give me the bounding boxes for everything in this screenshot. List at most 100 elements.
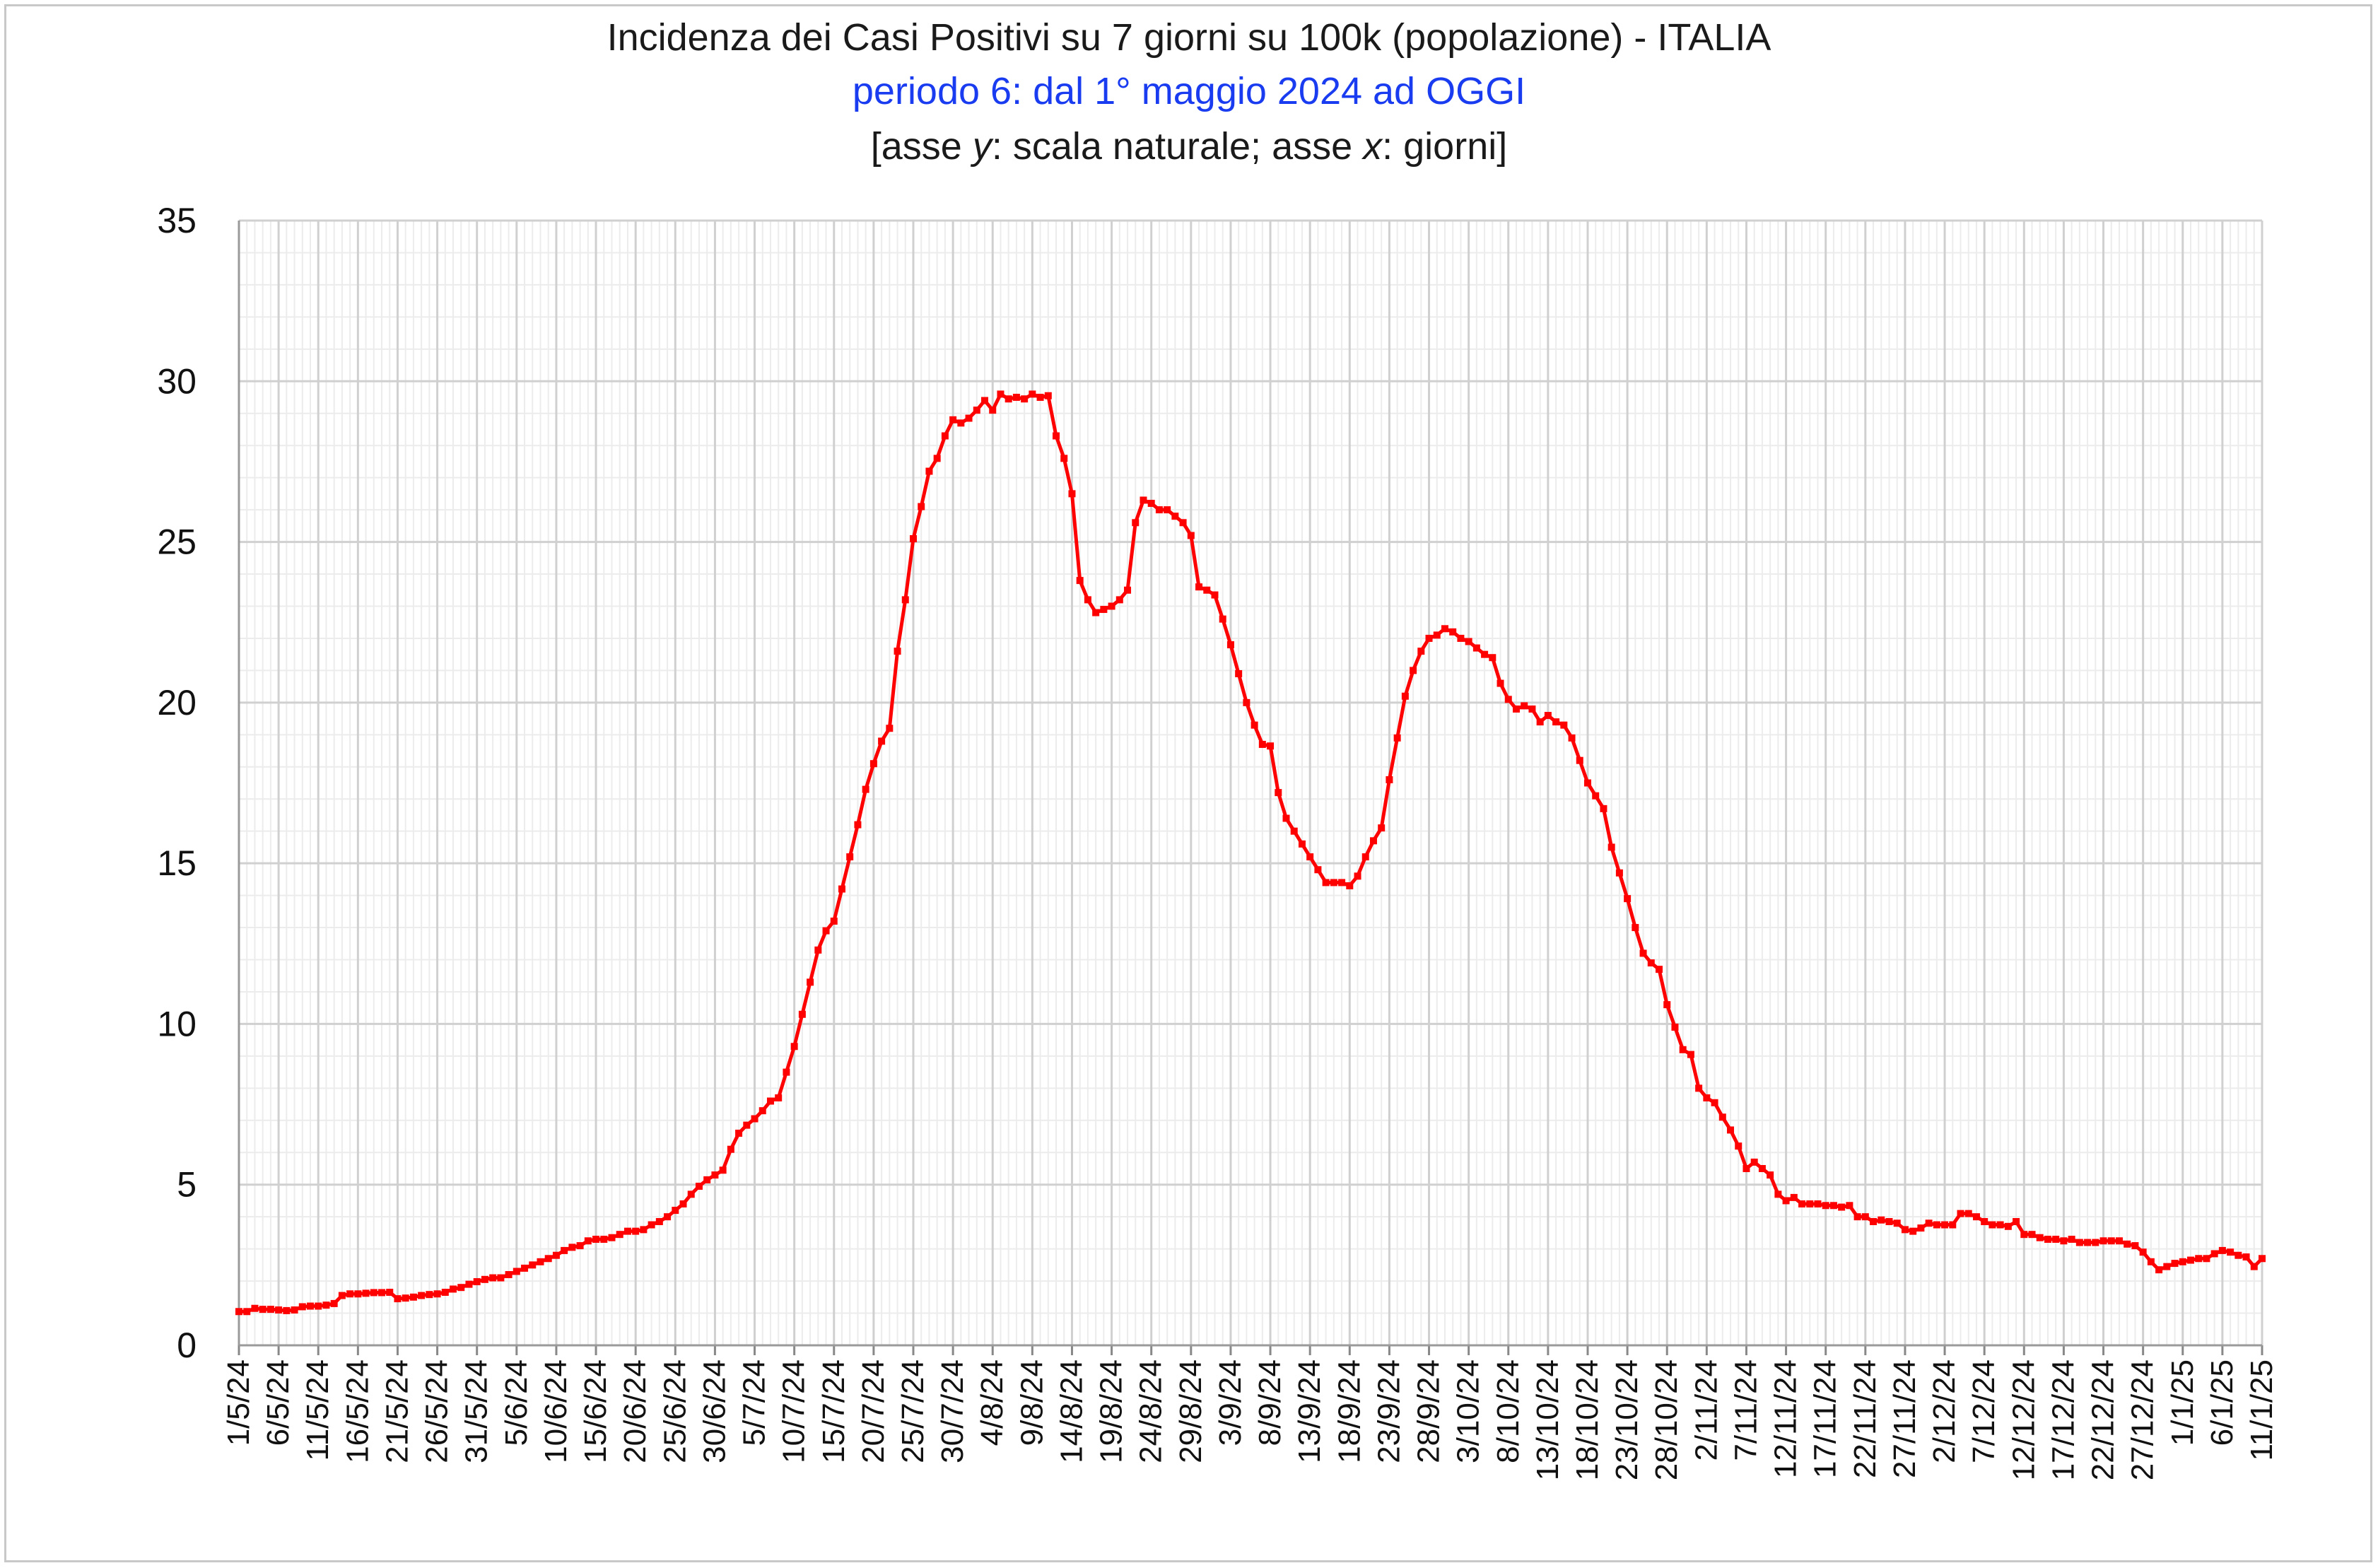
data-point (1758, 1164, 1766, 1172)
data-point (338, 1292, 346, 1299)
data-point (2020, 1231, 2028, 1239)
data-point (2028, 1231, 2036, 1239)
data-point (1235, 669, 1243, 677)
x-tick-label: 7/12/24 (1967, 1359, 2001, 1463)
data-point (1727, 1126, 1735, 1134)
data-point (394, 1295, 402, 1303)
major-gridlines (238, 219, 2263, 1347)
data-point (354, 1290, 362, 1298)
data-point (1298, 840, 1306, 848)
data-point (1132, 519, 1140, 527)
x-tick-label: 11/5/24 (300, 1359, 335, 1461)
data-point (623, 1227, 631, 1235)
data-point (1496, 679, 1504, 687)
data-point (544, 1255, 552, 1263)
data-point (758, 1107, 766, 1115)
data-point (330, 1299, 338, 1307)
x-tick-label: 12/11/24 (1769, 1359, 1803, 1478)
data-point (1306, 853, 1314, 861)
data-point (2068, 1235, 2075, 1243)
data-point (1012, 394, 1020, 402)
y-tick-label: 10 (157, 1004, 197, 1043)
data-point (1878, 1216, 1885, 1224)
x-tick-label: 23/10/24 (1610, 1359, 1644, 1480)
data-point (854, 821, 862, 829)
axis-note: [asse y: scala naturale; asse x: giorni] (0, 124, 2378, 168)
data-point (1632, 924, 1639, 932)
data-point (1584, 779, 1591, 787)
data-point (259, 1306, 266, 1314)
data-point (1838, 1203, 1846, 1211)
data-point (1703, 1094, 1711, 1101)
data-point (2060, 1237, 2068, 1245)
data-point (1521, 702, 1528, 710)
data-point (719, 1166, 727, 1174)
data-point (1489, 654, 1496, 662)
data-point (1607, 843, 1615, 851)
x-tick-label: 22/12/24 (2086, 1359, 2121, 1480)
data-point (552, 1251, 560, 1259)
data-point (1195, 583, 1203, 591)
data-point (1909, 1227, 1917, 1235)
data-point (2052, 1235, 2060, 1243)
x-tick-label: 18/10/24 (1570, 1359, 1605, 1480)
data-point (1853, 1213, 1861, 1221)
data-point (1996, 1221, 2004, 1229)
data-point (2186, 1256, 2194, 1264)
x-tick-label: 4/8/24 (975, 1359, 1009, 1446)
x-tick-label: 20/7/24 (856, 1359, 891, 1463)
data-point (1164, 506, 1171, 514)
data-point (1140, 496, 1147, 504)
data-point (1814, 1200, 1822, 1207)
data-point (1369, 837, 1377, 845)
data-point (251, 1304, 259, 1312)
data-point (1029, 390, 1036, 398)
data-point (1393, 734, 1401, 742)
data-point (1981, 1217, 1988, 1225)
data-point (283, 1306, 291, 1314)
data-point (783, 1068, 790, 1076)
y-tick-label: 20 (157, 683, 197, 722)
x-tick-label: 17/12/24 (2046, 1359, 2080, 1480)
data-point (1846, 1202, 1853, 1210)
data-point (291, 1306, 298, 1314)
data-point (1314, 866, 1322, 874)
data-point (1592, 792, 1600, 800)
data-point (592, 1235, 600, 1243)
data-point (1964, 1210, 1972, 1217)
series-polyline (239, 392, 2263, 1314)
x-tick-label: 7/11/24 (1728, 1359, 1763, 1461)
data-point (790, 1043, 798, 1051)
data-point (1972, 1213, 1980, 1221)
data-point (346, 1290, 354, 1298)
chart-title: Incidenza dei Casi Positivi su 7 giorni … (607, 16, 1771, 59)
data-point (1108, 602, 1115, 610)
data-point (307, 1302, 315, 1310)
data-point (362, 1289, 370, 1297)
x-tick-label: 8/9/24 (1253, 1359, 1287, 1446)
y-tick-label: 30 (157, 361, 197, 401)
data-point (1401, 692, 1409, 700)
data-point (1576, 756, 1583, 764)
data-point (941, 432, 949, 440)
data-point (822, 927, 830, 935)
data-point (703, 1176, 711, 1183)
x-tick-label: 15/7/24 (816, 1359, 851, 1463)
data-point (965, 414, 973, 422)
data-point (322, 1301, 330, 1309)
data-point (1624, 895, 1632, 903)
x-tick-label: 28/10/24 (1649, 1359, 1684, 1480)
x-tick-label: 27/11/24 (1887, 1359, 1922, 1478)
data-point (1893, 1219, 1901, 1227)
data-point (894, 648, 901, 655)
data-point (2250, 1263, 2258, 1270)
y-tick-label: 35 (157, 201, 197, 240)
x-tick-label: 12/12/24 (2006, 1359, 2041, 1480)
data-point (886, 725, 894, 732)
data-point (1338, 879, 1346, 887)
data-point (727, 1145, 734, 1153)
y-tick-label: 25 (157, 522, 197, 562)
data-point (2155, 1266, 2163, 1274)
data-point (1203, 586, 1211, 594)
axis-note-y-desc: : scala naturale; asse (991, 125, 1364, 168)
